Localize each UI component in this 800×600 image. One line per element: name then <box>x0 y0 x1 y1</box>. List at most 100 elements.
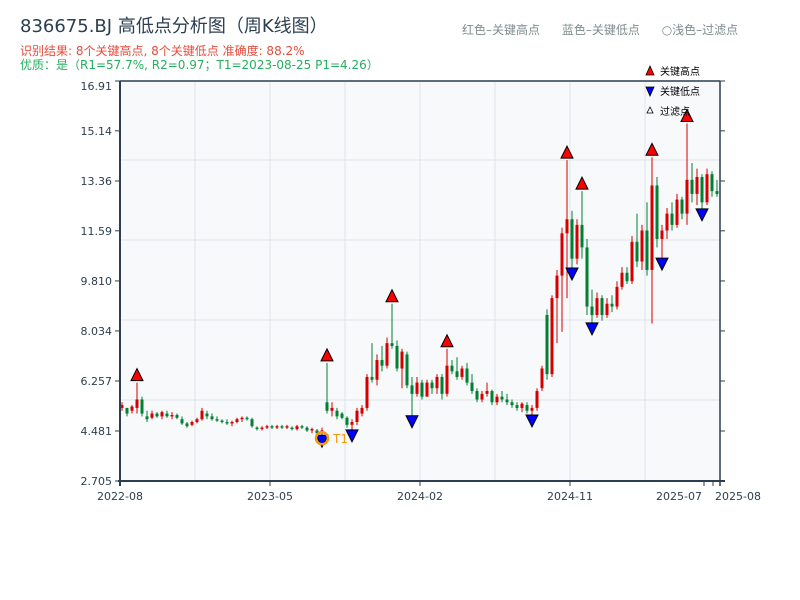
candle-body <box>355 410 359 423</box>
candle <box>190 420 194 427</box>
candle-body <box>180 419 184 424</box>
color-legend: 红色–关键高点 蓝色–关键低点 ○浅色–过滤点 <box>462 21 738 38</box>
candle-body <box>585 247 589 307</box>
candle <box>205 410 209 420</box>
candle <box>475 388 479 403</box>
candle <box>570 210 574 270</box>
candle <box>405 351 409 389</box>
candle-body <box>685 179 689 214</box>
candle <box>715 179 719 197</box>
candle-body <box>495 396 499 403</box>
candle <box>635 213 639 268</box>
candle <box>435 374 439 394</box>
candle-body <box>640 230 644 262</box>
candle <box>505 393 509 406</box>
candle-body <box>175 414 179 418</box>
candle <box>620 267 624 290</box>
candle-body <box>440 376 444 394</box>
candle-body <box>290 427 294 430</box>
candle-body <box>530 407 534 411</box>
candle <box>545 309 549 380</box>
key-high-marker <box>645 142 659 156</box>
candle <box>325 362 329 414</box>
candle <box>260 426 264 431</box>
candle <box>565 160 569 299</box>
candle-body <box>445 365 449 394</box>
candle-body <box>395 345 399 369</box>
key-low-marker <box>525 414 539 429</box>
key-low-marker <box>565 267 579 282</box>
y-tick-label: 15.14 <box>81 125 113 138</box>
candle <box>170 412 174 420</box>
candle-body <box>590 306 594 316</box>
candle-body <box>635 241 639 262</box>
key-low-marker <box>315 434 329 449</box>
candle <box>560 227 564 332</box>
candle-body <box>715 191 719 194</box>
candle-body <box>625 272 629 282</box>
candle-body <box>245 417 249 420</box>
candle-body <box>325 402 329 411</box>
candle <box>710 171 714 197</box>
candle-body <box>470 382 474 392</box>
candle <box>470 374 474 394</box>
candle-body <box>285 426 289 428</box>
candle <box>395 340 399 372</box>
candle-body <box>305 427 309 431</box>
candle <box>125 407 129 417</box>
candle <box>430 379 434 394</box>
candle <box>685 123 689 225</box>
candle-body <box>155 413 159 417</box>
chart-title: 836675.BJ 高低点分析图（周K线图） <box>20 16 328 37</box>
key-high-marker <box>575 175 589 190</box>
key-low-marker <box>585 322 599 336</box>
key-high-marker <box>560 145 574 159</box>
candle <box>445 348 449 397</box>
candle-body <box>400 351 404 369</box>
candle <box>600 295 604 321</box>
candle <box>380 345 384 372</box>
candle-body <box>260 427 264 430</box>
legend-low-icon <box>645 86 655 97</box>
candle <box>555 269 559 344</box>
candle <box>550 295 554 377</box>
t1-marker <box>314 430 330 446</box>
candle <box>460 365 464 380</box>
candle <box>355 407 359 425</box>
x-tick-label: 2022-08 <box>97 490 143 503</box>
candle <box>520 402 524 413</box>
t1-label: T1 <box>332 432 348 446</box>
candle <box>305 426 309 432</box>
candle <box>400 348 404 389</box>
candle <box>220 419 224 424</box>
y-tick-label: 13.36 <box>81 175 113 188</box>
candle <box>150 410 154 420</box>
candle-body <box>135 399 139 408</box>
candle-body <box>350 422 354 425</box>
candle-body <box>690 179 694 194</box>
candle-body <box>340 413 344 418</box>
candle <box>690 162 694 203</box>
candle <box>510 399 514 408</box>
candle <box>650 157 654 324</box>
key-low-marker <box>695 208 709 222</box>
candle <box>525 402 529 414</box>
key-high-marker <box>320 347 334 362</box>
candle <box>465 362 469 386</box>
candle <box>540 365 544 392</box>
candle-body <box>410 385 414 394</box>
candle-body <box>360 407 364 414</box>
candle <box>160 410 164 420</box>
candle <box>605 298 609 318</box>
candle <box>345 416 349 428</box>
y-tick-label: 8.034 <box>81 325 113 338</box>
candle-body <box>270 426 274 428</box>
candle <box>425 379 429 397</box>
x-tick-label: 2023-05 <box>247 490 293 503</box>
candle-body <box>490 391 494 403</box>
candle-body <box>365 376 369 408</box>
candle <box>310 427 314 434</box>
candle <box>610 295 614 313</box>
candle-body <box>220 420 224 423</box>
